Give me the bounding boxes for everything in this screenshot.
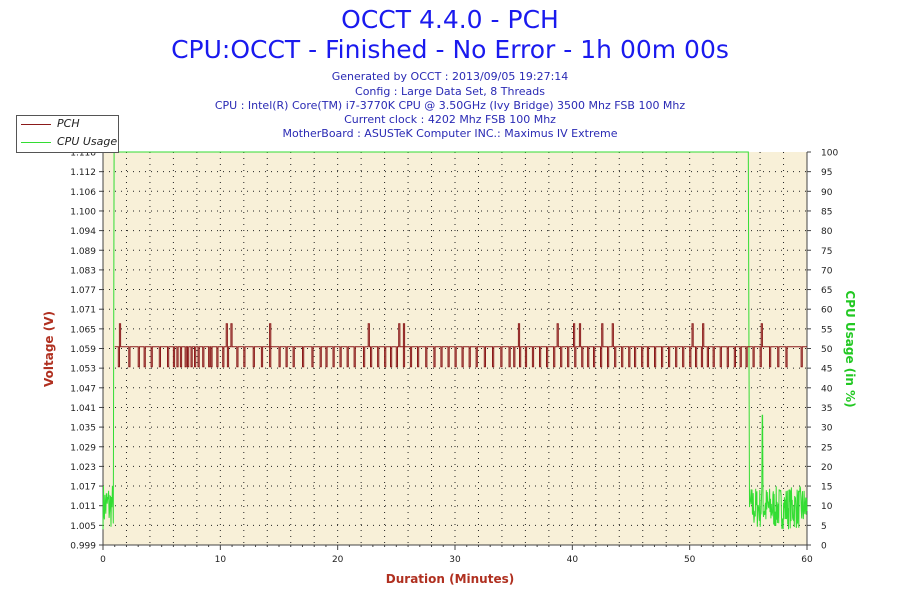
y-tick-label-left: 1.118 [70, 149, 96, 159]
y-tick-label-left: 1.106 [70, 188, 96, 198]
y-tick-label-left: 0.999 [70, 542, 96, 552]
y-tick-label-right: 10 [821, 502, 833, 512]
x-tick-label: 30 [449, 555, 461, 565]
info-line-motherboard: MotherBoard : ASUSTeK Computer INC.: Max… [282, 127, 618, 140]
legend-swatch-cpu-usage [21, 142, 51, 143]
y-tick-label-left: 1.089 [70, 247, 96, 257]
info-line-clock: Current clock : 4202 Mhz FSB 100 Mhz [344, 113, 556, 126]
x-tick-label: 20 [332, 555, 344, 565]
y-tick-label-right: 95 [821, 168, 832, 178]
y-tick-label-right: 45 [821, 365, 832, 375]
y-tick-label-left: 1.100 [70, 207, 96, 217]
legend-swatch-pch [21, 124, 51, 125]
y-tick-label-right: 75 [821, 247, 832, 257]
x-tick-label: 10 [215, 555, 227, 565]
y-tick-label-left: 1.011 [70, 502, 96, 512]
y-tick-label-left: 1.094 [70, 227, 96, 237]
y-tick-label-right: 30 [821, 424, 833, 434]
y-tick-label-left: 1.053 [70, 365, 96, 375]
y-tick-label-right: 85 [821, 207, 832, 217]
y-tick-label-left: 1.041 [70, 404, 96, 414]
y-tick-label-right: 65 [821, 286, 832, 296]
x-tick-label: 0 [100, 555, 106, 565]
chart-subtitle: CPU:OCCT - Finished - No Error - 1h 00m … [171, 35, 729, 64]
legend-label-cpu-usage: CPU Usage [57, 135, 118, 148]
y-tick-label-right: 25 [821, 443, 832, 453]
legend-label-pch: PCH [57, 117, 80, 130]
y-tick-label-left: 1.035 [70, 424, 96, 434]
y-tick-label-left: 1.112 [70, 168, 96, 178]
y-tick-label-right: 35 [821, 404, 832, 414]
y-tick-label-left: 1.029 [70, 443, 96, 453]
y-tick-label-right: 15 [821, 483, 832, 493]
y-axis-label-voltage: Voltage (V) [42, 311, 56, 387]
info-line-generated: Generated by OCCT : 2013/09/05 19:27:14 [331, 70, 569, 83]
x-axis-label: Duration (Minutes) [385, 572, 515, 586]
y-tick-label-right: 60 [821, 306, 833, 316]
y-tick-label-right: 5 [821, 522, 827, 532]
y-tick-label-right: 20 [821, 463, 833, 473]
y-tick-label-left: 1.047 [70, 384, 96, 394]
series-line-cpu-usage [102, 151, 808, 530]
y-tick-label-left: 1.059 [70, 345, 96, 355]
y-tick-label-left: 1.083 [70, 266, 96, 276]
y-tick-label-right: 50 [821, 345, 833, 355]
x-tick-label: 50 [684, 555, 696, 565]
chart-title: OCCT 4.4.0 - PCH [341, 5, 559, 34]
y-tick-label-left: 1.023 [70, 463, 96, 473]
info-line-config: Config : Large Data Set, 8 Threads [355, 85, 545, 98]
legend: PCH CPU Usage [16, 115, 119, 153]
info-line-cpu: CPU : Intel(R) Core(TM) i7-3770K CPU @ 3… [214, 99, 686, 112]
x-tick-label: 60 [801, 555, 813, 565]
y-tick-label-right: 55 [821, 325, 832, 335]
y-tick-label-left: 1.017 [70, 483, 96, 493]
y-tick-label-left: 1.077 [70, 286, 96, 296]
series-line-pch [114, 323, 807, 368]
y-tick-label-right: 90 [821, 188, 833, 198]
y-tick-label-left: 1.071 [70, 306, 96, 316]
x-tick-label: 40 [567, 555, 579, 565]
y-axis-label-cpu-usage: CPU Usage (in %) [843, 290, 857, 408]
y-tick-label-left: 1.005 [70, 522, 96, 532]
y-tick-label-right: 40 [821, 384, 833, 394]
y-tick-label-right: 100 [821, 149, 838, 159]
y-tick-label-left: 1.065 [70, 325, 96, 335]
y-tick-label-right: 0 [821, 542, 827, 552]
y-tick-label-right: 80 [821, 227, 833, 237]
y-tick-label-right: 70 [821, 266, 833, 276]
